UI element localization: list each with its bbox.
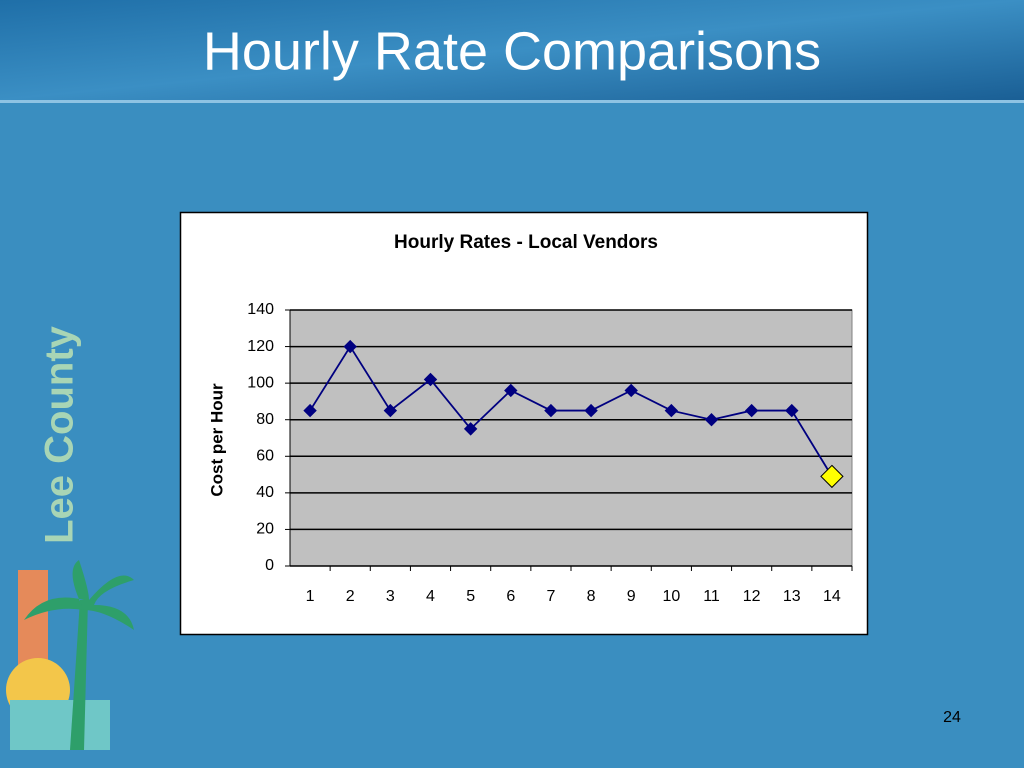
- y-tick-label: 0: [265, 557, 274, 574]
- y-tick-label: 20: [256, 521, 274, 538]
- x-tick-label: 3: [386, 588, 395, 605]
- point-marker: [343, 339, 357, 354]
- point-marker: [624, 383, 638, 398]
- y-axis-label: Cost per Hour: [207, 383, 226, 497]
- x-tick-label: 11: [703, 588, 720, 605]
- point-marker: [584, 403, 598, 418]
- series-line: [309, 344, 833, 477]
- header-band: [0, 0, 1024, 100]
- y-tick-label: 80: [256, 411, 274, 428]
- logo-water: [10, 700, 110, 750]
- x-tick-label: 9: [627, 588, 636, 605]
- logo-trunk: [70, 600, 88, 750]
- point-marker: [664, 403, 679, 418]
- x-tick-label: 4: [426, 588, 435, 605]
- chart-title: Hourly Rates - Local Vendors: [394, 232, 658, 253]
- y-tick-label: 40: [256, 484, 274, 501]
- y-tick-label: 100: [247, 374, 274, 391]
- x-tick-label: 2: [346, 588, 355, 605]
- y-tick-label: 140: [247, 301, 274, 318]
- point-marker: [303, 403, 317, 418]
- logo-text: Lee County: [38, 325, 82, 544]
- y-tick-label: 60: [256, 448, 274, 465]
- point-marker: [423, 372, 438, 387]
- point-marker: [744, 403, 759, 418]
- point-marker: [504, 383, 518, 398]
- point-marker: [383, 403, 398, 418]
- x-tick-label: 14: [823, 588, 841, 605]
- point-marker: [704, 413, 719, 427]
- point-marker: [820, 464, 844, 489]
- x-tick-label: 13: [783, 588, 801, 605]
- point-marker: [463, 422, 478, 436]
- point-marker: [785, 403, 799, 418]
- x-tick-label: 5: [466, 588, 475, 605]
- x-tick-label: 1: [306, 588, 315, 605]
- x-tick-label: 8: [587, 588, 596, 605]
- y-tick-label: 120: [247, 338, 274, 355]
- logo-sun-block: [18, 570, 48, 670]
- logo-fronds: [24, 560, 134, 630]
- x-tick-label: 10: [662, 588, 680, 605]
- plot-area: [289, 309, 853, 567]
- header-rule: [0, 100, 1024, 103]
- slide-title: Hourly Rate Comparisons: [203, 21, 821, 81]
- x-tick-label: 6: [506, 588, 515, 605]
- x-tick-label: 7: [546, 588, 555, 605]
- logo: Lee County: [6, 325, 134, 750]
- point-marker: [544, 403, 558, 418]
- page-number: 24: [943, 709, 961, 726]
- x-tick-label: 12: [743, 588, 761, 605]
